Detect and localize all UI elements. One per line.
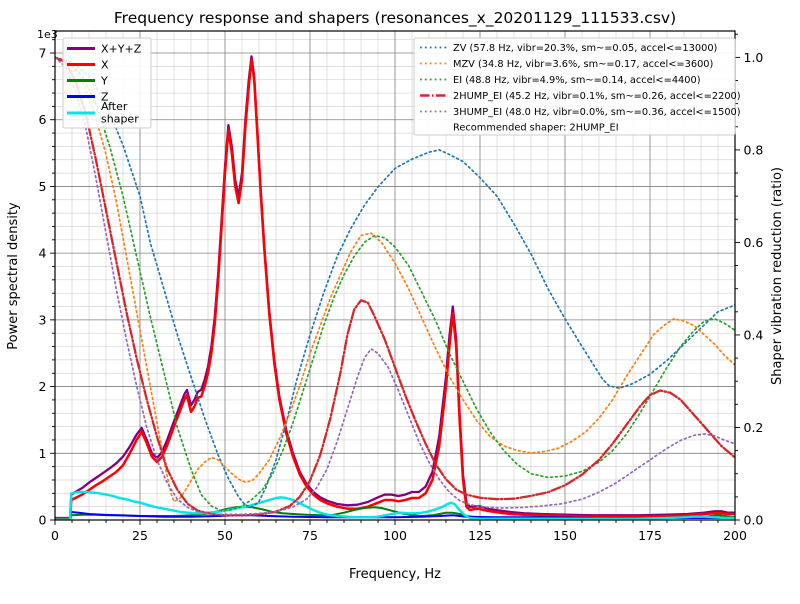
- legend-label: Y: [100, 75, 108, 88]
- legend-label: ZV (57.8 Hz, vibr=20.3%, sm~=0.05, accel…: [453, 43, 717, 54]
- x-tick-label: 25: [132, 528, 148, 543]
- x-tick-label: 0: [51, 528, 59, 543]
- y-right-tick-label: 0.4: [744, 327, 764, 342]
- legend-label: shaper: [101, 113, 139, 126]
- legend-label: MZV (34.8 Hz, vibr=3.6%, sm~=0.17, accel…: [453, 59, 713, 70]
- series-psd-z: [55, 511, 735, 520]
- x-tick-label: 75: [302, 528, 318, 543]
- y-left-tick-label: 0: [39, 513, 47, 528]
- x-tick-label: 125: [468, 528, 492, 543]
- legend-label: 2HUMP_EI (45.2 Hz, vibr=0.1%, sm~=0.26, …: [453, 91, 741, 102]
- minor-grid: [55, 31, 735, 520]
- legend-item-y: Y: [67, 75, 108, 88]
- legend-item-zv: ZV (57.8 Hz, vibr=20.3%, sm~=0.05, accel…: [420, 43, 717, 54]
- y-left-tick-label: 3: [39, 312, 47, 327]
- y-left-axis-label: Power spectral density: [6, 202, 21, 350]
- series-shaper-ei: [55, 56, 735, 512]
- legend-label: EI (48.8 Hz, vibr=4.9%, sm~=0.14, accel<…: [453, 75, 701, 86]
- legend-label: After: [101, 100, 128, 113]
- y-left-offset-text: 1e3: [37, 28, 58, 41]
- y-left-tick-label: 5: [39, 179, 47, 194]
- chart-title: Frequency response and shapers (resonanc…: [114, 9, 676, 28]
- legend-label: 3HUMP_EI (48.0 Hz, vibr=0.0%, sm~=0.36, …: [453, 107, 741, 118]
- series-shaper-2hump-ei: [55, 56, 735, 517]
- x-tick-label: 175: [638, 528, 662, 543]
- legend-label: Z: [101, 91, 109, 104]
- legend-recommended-shaper: Recommended shaper: 2HUMP_EI: [453, 123, 619, 134]
- y-right-axis-label: Shaper vibration reduction (ratio): [770, 167, 785, 385]
- y-left-tick-label: 7: [39, 46, 47, 61]
- x-tick-label: 100: [383, 528, 407, 543]
- x-axis-label: Frequency, Hz: [349, 567, 441, 582]
- legend-item-ei: EI (48.8 Hz, vibr=4.9%, sm~=0.14, accel<…: [420, 75, 701, 86]
- series-layer: [55, 55, 735, 520]
- legend-item-3hump-ei: 3HUMP_EI (48.0 Hz, vibr=0.0%, sm~=0.36, …: [420, 107, 741, 118]
- series-shaper-mzv: [55, 56, 735, 503]
- legend-label: X+Y+Z: [101, 43, 142, 56]
- y-right-tick-label: 1.0: [744, 50, 764, 65]
- legend-psd-box: [62, 37, 152, 129]
- x-tick-label: 150: [553, 528, 577, 543]
- y-left-tick-label: 1: [39, 446, 47, 461]
- y-right-tick-label: 0.8: [744, 142, 764, 157]
- y-right-tick-label: 0.6: [744, 235, 764, 250]
- x-tick-label: 50: [217, 528, 233, 543]
- x-tick-label: 200: [723, 528, 747, 543]
- y-left-tick-label: 6: [39, 112, 47, 127]
- y-left-tick-label: 2: [39, 379, 47, 394]
- y-left-tick-label: 4: [39, 246, 47, 261]
- series-psd-x: [55, 58, 735, 520]
- y-right-tick-label: 0.0: [744, 513, 764, 528]
- legend-item-x-y-z: X+Y+Z: [67, 43, 142, 56]
- legend-label: X: [101, 59, 109, 72]
- legend-item-2hump-ei: 2HUMP_EI (45.2 Hz, vibr=0.1%, sm~=0.26, …: [420, 91, 741, 102]
- series-shaper-zv: [55, 56, 735, 508]
- legend-item-mzv: MZV (34.8 Hz, vibr=3.6%, sm~=0.17, accel…: [420, 59, 713, 70]
- legend-shapers-box: [413, 37, 736, 136]
- legend-item-z: Z: [67, 91, 109, 104]
- series-psd-after-shaper: [55, 490, 735, 520]
- ticks-layer: [50, 33, 740, 525]
- legend-shapers: ZV (57.8 Hz, vibr=20.3%, sm~=0.05, accel…: [413, 37, 741, 136]
- y-right-tick-label: 0.2: [744, 420, 764, 435]
- legend-item-x: X: [67, 59, 109, 72]
- tick-labels-layer: 0 25 50 75 100 125 150 175 200 0 1 2 3 4 5 6 7 0.0 0.2 0.4 0…: [39, 46, 764, 543]
